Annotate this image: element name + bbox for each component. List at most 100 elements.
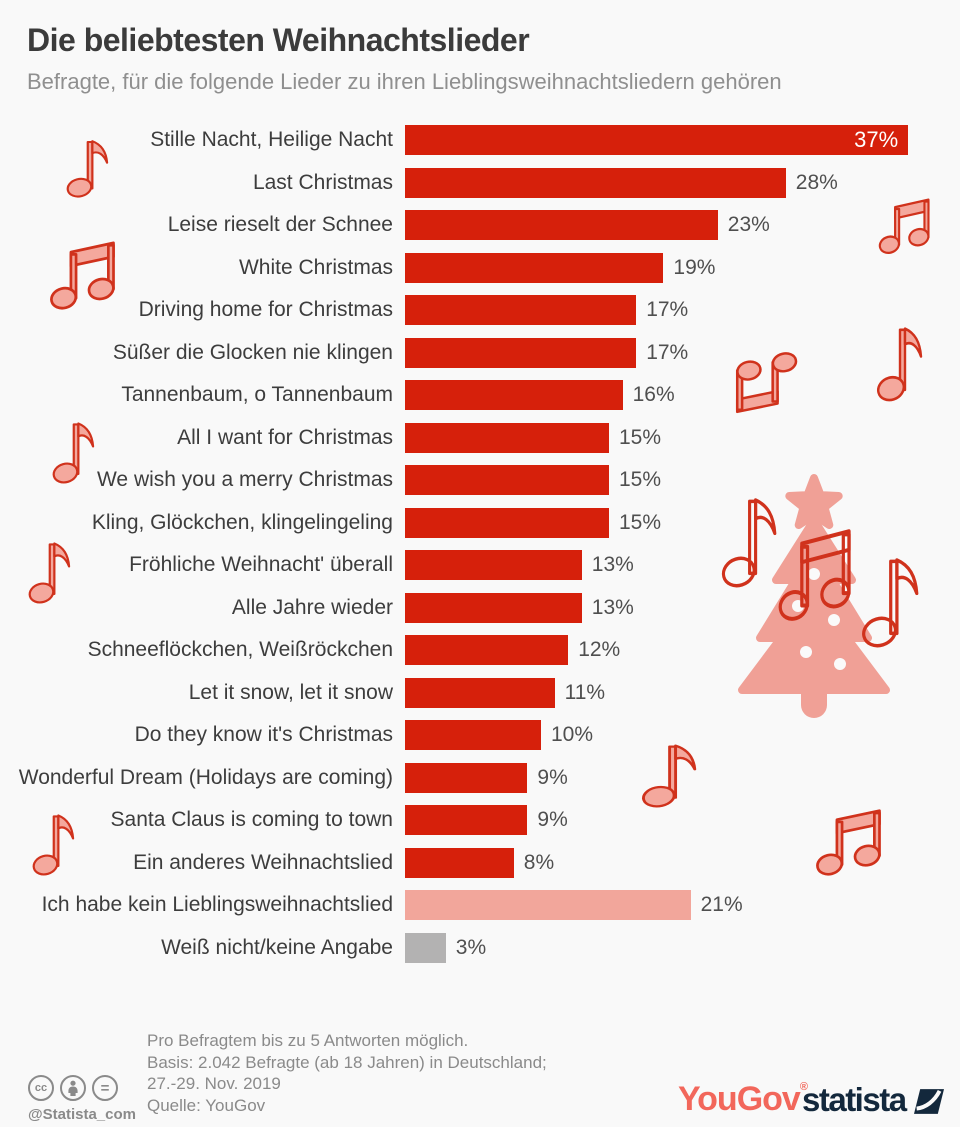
value-label: 13% [591, 553, 634, 577]
chart-row: Leise rieselt der Schnee 23% [0, 204, 960, 247]
category-label: Ich habe kein Lieblingsweihnachtslied [41, 893, 393, 917]
bar [405, 167, 786, 198]
category-label: Tannenbaum, o Tannenbaum [121, 383, 393, 407]
value-label: 15% [619, 425, 662, 449]
bar-area: 8% [405, 847, 555, 878]
bar-area: 15% [405, 465, 662, 496]
chart-row: All I want for Christmas 15% [0, 417, 960, 460]
value-label: 21% [700, 893, 743, 917]
bar [405, 380, 623, 411]
bar-area: 16% [405, 380, 675, 411]
category-label: Last Christmas [252, 170, 393, 194]
bar-area: 37% [405, 125, 909, 156]
bar [405, 422, 609, 453]
chart-row: Schneeflöckchen, Weißröckchen 12% [0, 629, 960, 672]
value-label: 23% [727, 213, 770, 237]
bar-area: 12% [405, 635, 621, 666]
note-line: Pro Befragtem bis zu 5 Antworten möglich… [147, 1031, 469, 1050]
bar-area: 15% [405, 507, 662, 538]
category-label: Santa Claus is coming to town [110, 808, 393, 832]
bar [405, 932, 446, 963]
bar-area: 15% [405, 422, 662, 453]
category-label: Do they know it's Christmas [134, 723, 393, 747]
chart-row: Tannenbaum, o Tannenbaum 16% [0, 374, 960, 417]
value-label: 16% [632, 383, 675, 407]
category-label: Ein anderes Weihnachtslied [133, 850, 393, 874]
registered-mark-icon: ® [799, 1081, 808, 1093]
value-label: 8% [523, 850, 555, 874]
bar-area: 10% [405, 720, 594, 751]
chart-row: Ich habe kein Lieblingsweihnachtslied 21% [0, 884, 960, 927]
value-label: 13% [591, 595, 634, 619]
license-block: cc = @Statista_com [28, 1075, 136, 1123]
chart-row: Santa Claus is coming to town 9% [0, 799, 960, 842]
bar-area: 3% [405, 932, 487, 963]
bar [405, 720, 541, 751]
bar [405, 295, 637, 326]
bar [405, 210, 718, 241]
bar [405, 252, 664, 283]
value-label: 10% [551, 723, 594, 747]
bar-area: 21% [405, 890, 743, 921]
category-label: Fröhliche Weihnacht' überall [129, 553, 393, 577]
yougov-logo: YouGov® [678, 1080, 808, 1118]
bar-area: 11% [405, 677, 606, 708]
category-label: Kling, Glöckchen, klingelingeling [91, 510, 393, 534]
bar [405, 465, 609, 496]
note-line: Basis: 2.042 Befragte (ab 18 Jahren) in … [147, 1052, 547, 1072]
chart-row: Stille Nacht, Heilige Nacht 37% [0, 119, 960, 162]
bar-area: 17% [405, 295, 689, 326]
bar [405, 847, 514, 878]
chart-rows: Stille Nacht, Heilige Nacht 37% Last Chris… [0, 119, 960, 969]
statista-wordmark: statista [802, 1081, 907, 1118]
chart-row: Let it snow, let it snow 11% [0, 672, 960, 715]
bar-area: 9% [405, 762, 568, 793]
bar [405, 507, 609, 538]
chart-row: Weiß nicht/keine Angabe 3% [0, 927, 960, 970]
statista-handle: @Statista_com [28, 1106, 136, 1123]
cc-nd-icon: = [92, 1075, 118, 1101]
category-label: Let it snow, let it snow [188, 680, 393, 704]
category-label: Stille Nacht, Heilige Nacht [150, 128, 393, 152]
value-label: 15% [619, 468, 662, 492]
bar [405, 677, 555, 708]
bar-area: 13% [405, 592, 634, 623]
source-line: Quelle: YouGov [147, 1096, 266, 1115]
bar-area: 13% [405, 550, 634, 581]
value-label: 15% [619, 510, 662, 534]
chart-row: Süßer die Glocken nie klingen 17% [0, 332, 960, 375]
statista-logo: statista [802, 1081, 944, 1119]
category-label: Leise rieselt der Schnee [167, 213, 393, 237]
chart-row: Alle Jahre wieder 13% [0, 587, 960, 630]
page-subtitle: Befragte, für die folgende Lieder zu ihr… [27, 69, 782, 94]
value-label: 9% [537, 765, 568, 789]
bar [405, 592, 582, 623]
statista-mark-icon [913, 1089, 944, 1114]
value-label: 3% [455, 935, 487, 959]
category-label: Weiß nicht/keine Angabe [161, 935, 393, 959]
chart-row: Kling, Glöckchen, klingelingeling 15% [0, 502, 960, 545]
chart-row: Ein anderes Weihnachtslied 8% [0, 842, 960, 885]
bar [405, 805, 528, 836]
survey-notes: Pro Befragtem bis zu 5 Antworten möglich… [147, 1030, 547, 1095]
category-label: We wish you a merry Christmas [96, 468, 393, 492]
chart-row: Wonderful Dream (Holidays are coming) 9% [0, 757, 960, 800]
category-label: White Christmas [238, 255, 393, 279]
bar [405, 890, 691, 921]
bar [405, 635, 569, 666]
value-label: 37% [854, 127, 899, 153]
value-label: 17% [646, 298, 689, 322]
value-label: 19% [673, 255, 716, 279]
bar: 37% [405, 125, 909, 156]
bar [405, 550, 582, 581]
category-label: Alle Jahre wieder [231, 595, 393, 619]
bar-area: 23% [405, 210, 770, 241]
bar [405, 337, 637, 368]
value-label: 12% [578, 638, 621, 662]
value-label: 11% [564, 680, 606, 704]
page-title: Die beliebtesten Weihnachtslieder [27, 22, 530, 58]
value-label: 28% [795, 170, 838, 194]
category-label: Schneeflöckchen, Weißröckchen [87, 638, 393, 662]
category-label: Süßer die Glocken nie klingen [112, 340, 393, 364]
